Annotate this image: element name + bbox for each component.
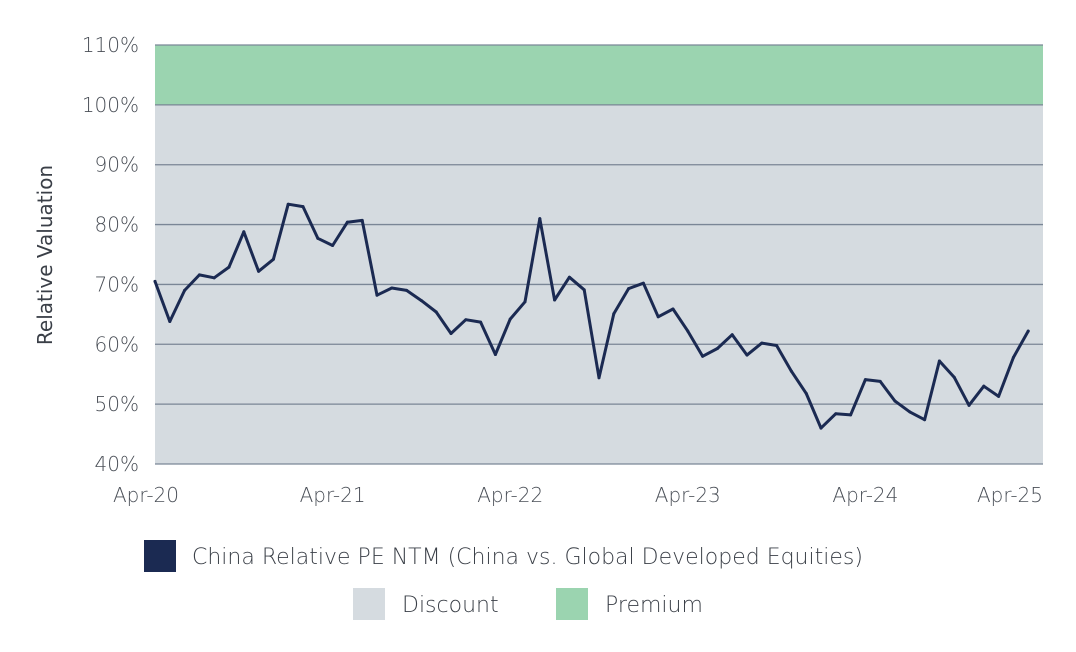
- data-point: [493, 352, 497, 356]
- data-point: [271, 257, 275, 261]
- x-tick-label: Apr-21: [300, 483, 366, 507]
- data-point: [893, 399, 897, 403]
- data-point: [523, 300, 527, 304]
- data-point: [849, 413, 853, 417]
- data-point: [242, 230, 246, 234]
- series-points: [153, 202, 1030, 430]
- legend-label-china-relative-pe: China Relative PE NTM (China vs. Global …: [192, 545, 863, 570]
- legend-label-premium: Premium: [605, 593, 703, 618]
- data-point: [789, 369, 793, 373]
- data-point: [419, 299, 423, 303]
- data-point: [316, 236, 320, 240]
- x-axis-ticks: Apr-20 Apr-21 Apr-22 Apr-23 Apr-24 Apr-25: [113, 483, 1043, 507]
- data-point: [212, 276, 216, 280]
- data-point: [375, 293, 379, 297]
- x-tick-label: Apr-20: [113, 483, 179, 507]
- data-point: [331, 244, 335, 248]
- data-point: [508, 317, 512, 321]
- data-point: [760, 341, 764, 345]
- data-point: [286, 202, 290, 206]
- y-tick-label: 50%: [95, 392, 139, 416]
- data-point: [878, 379, 882, 383]
- data-point: [656, 315, 660, 319]
- y-tick-label: 110%: [82, 33, 139, 57]
- data-point: [730, 333, 734, 337]
- y-tick-label: 90%: [95, 153, 139, 177]
- data-point: [168, 320, 172, 324]
- data-point: [863, 378, 867, 382]
- data-point: [775, 343, 779, 347]
- legend-swatch-discount: [353, 588, 385, 620]
- legend-swatch-premium: [556, 588, 588, 620]
- data-point: [153, 279, 157, 283]
- data-point: [701, 354, 705, 358]
- data-point: [952, 375, 956, 379]
- data-point: [804, 391, 808, 395]
- data-point: [405, 288, 409, 292]
- data-point: [834, 412, 838, 416]
- legend-swatch-china-relative-pe: [144, 540, 176, 572]
- data-point: [301, 205, 305, 209]
- data-point: [1011, 355, 1015, 359]
- x-tick-label: Apr-22: [477, 483, 543, 507]
- data-point: [538, 217, 542, 221]
- y-tick-label: 40%: [95, 452, 139, 476]
- data-point: [449, 332, 453, 336]
- data-point: [982, 384, 986, 388]
- y-axis-ticks: 40% 50% 60% 70% 80% 90% 100% 110%: [82, 33, 139, 476]
- data-point: [464, 318, 468, 322]
- data-point: [641, 281, 645, 285]
- x-tick-label: Apr-23: [655, 483, 721, 507]
- data-point: [479, 320, 483, 324]
- x-tick-label: Apr-25: [977, 483, 1043, 507]
- y-gridlines: [155, 44, 1043, 465]
- data-point: [715, 346, 719, 350]
- data-point: [627, 287, 631, 291]
- data-point: [686, 329, 690, 333]
- band-premium: [155, 45, 1043, 105]
- y-tick-label: 70%: [95, 272, 139, 296]
- data-point: [597, 376, 601, 380]
- series-line-china-relative-pe: [153, 202, 1030, 430]
- data-point: [997, 394, 1001, 398]
- data-point: [1026, 329, 1030, 333]
- legend-label-discount: Discount: [402, 593, 499, 618]
- data-point: [553, 298, 557, 302]
- data-point: [745, 353, 749, 357]
- legend: China Relative PE NTM (China vs. Global …: [144, 540, 863, 620]
- y-tick-label: 80%: [95, 213, 139, 237]
- y-tick-label: 100%: [82, 93, 139, 117]
- data-point: [967, 403, 971, 407]
- data-point: [360, 218, 364, 222]
- data-point: [390, 286, 394, 290]
- data-point: [937, 359, 941, 363]
- data-point: [345, 220, 349, 224]
- data-point: [923, 418, 927, 422]
- valuation-bands: [155, 45, 1043, 464]
- y-tick-label: 60%: [95, 332, 139, 356]
- data-point: [257, 269, 261, 273]
- data-point: [197, 273, 201, 277]
- data-point: [612, 312, 616, 316]
- data-point: [908, 410, 912, 414]
- x-tick-label: Apr-24: [832, 483, 898, 507]
- data-point: [582, 288, 586, 292]
- data-point: [671, 307, 675, 311]
- data-point: [819, 426, 823, 430]
- data-point: [434, 310, 438, 314]
- data-point: [183, 288, 187, 292]
- data-point: [227, 265, 231, 269]
- y-axis-label: Relative Valuation: [33, 165, 57, 345]
- data-point: [567, 275, 571, 279]
